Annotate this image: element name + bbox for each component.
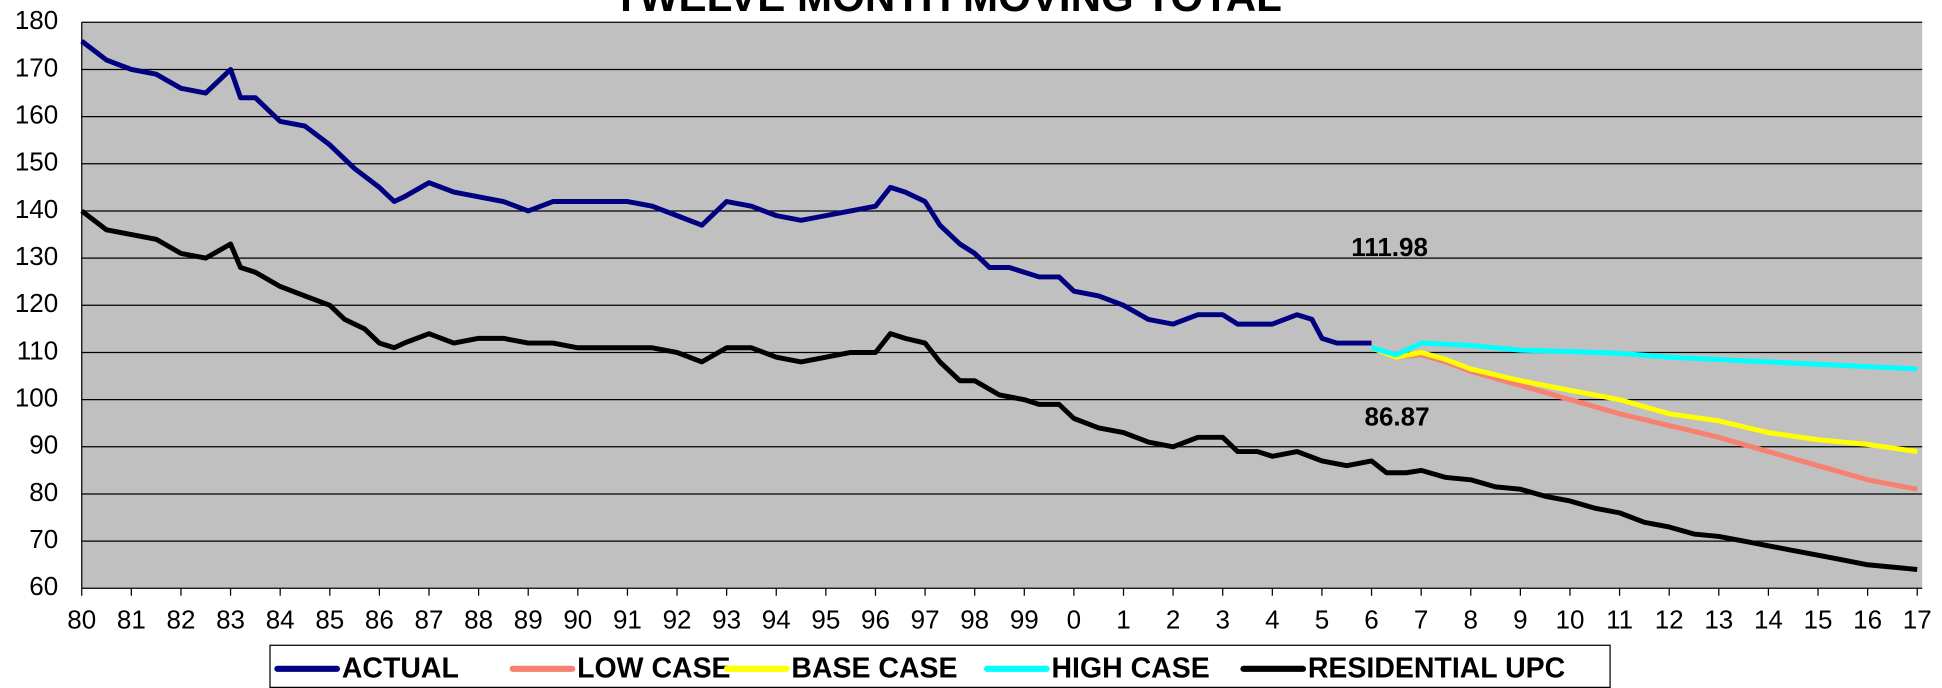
x-tick-label: 1 [1116,605,1130,635]
x-tick-label: 97 [911,605,940,635]
series-line [1370,340,1918,372]
chart-title: TWELVE MONTH MOVING TOTAL [613,0,1282,20]
y-tick-label: 60 [29,571,58,601]
y-tick-label: 160 [15,100,58,130]
x-tick-label: 4 [1265,605,1279,635]
x-tick-label: 89 [514,605,543,635]
legend-label: RESIDENTIAL UPC [1308,653,1565,685]
x-tick-label: 95 [811,605,840,635]
x-tick-label: 92 [663,605,692,635]
x-tick-label: 93 [712,605,741,635]
x-tick-label: 13 [1704,605,1733,635]
x-tick-label: 15 [1804,605,1833,635]
legend-label: BASE CASE [791,653,957,685]
legend [269,644,1611,688]
x-tick-label: 83 [216,605,245,635]
x-tick-label: 81 [117,605,146,635]
x-tick-label: 98 [960,605,989,635]
y-tick-label: 180 [15,5,58,35]
x-tick-label: 11 [1606,605,1633,635]
y-tick-label: 110 [17,335,58,365]
x-tick-label: 90 [563,605,592,635]
y-tick-label: 90 [29,430,58,460]
annotation: 111.98 [1351,232,1428,262]
x-tick-label: 3 [1215,605,1229,635]
legend-label: HIGH CASE [1052,653,1210,685]
x-tick-label: 2 [1166,605,1180,635]
y-tick-label: 70 [29,524,58,554]
x-tick-label: 14 [1754,605,1783,635]
x-tick-label: 16 [1853,605,1882,635]
x-tick-label: 6 [1364,605,1378,635]
x-tick-label: 85 [315,605,344,635]
x-tick-label: 94 [762,605,791,635]
y-tick-label: 120 [15,288,58,318]
x-tick-label: 86 [365,605,394,635]
series-line [80,39,1372,346]
series-line [1370,345,1918,455]
y-tick-label: 170 [15,52,58,82]
legend-label: ACTUAL [342,653,459,685]
x-tick-label: 84 [266,605,295,635]
annotation: 86.87 [1365,401,1430,431]
x-tick-label: 91 [613,605,642,635]
y-tick-label: 100 [15,383,58,413]
y-tick-label: 130 [15,241,58,271]
y-tick-label: 140 [15,194,58,224]
x-tick-label: 88 [464,605,493,635]
y-tick-label: 80 [29,477,58,507]
x-tick-label: 5 [1315,605,1329,635]
x-tick-label: 9 [1513,605,1527,635]
x-tick-label: 99 [1010,605,1039,635]
x-tick-label: 10 [1556,605,1585,635]
x-tick-label: 17 [1903,605,1932,635]
x-tick-label: 7 [1414,605,1428,635]
x-tick-label: 87 [415,605,444,635]
x-tick-label: 0 [1067,605,1081,635]
legend-label: LOW CASE [577,653,730,685]
y-tick-label: 150 [15,147,58,177]
x-tick-label: 80 [67,605,96,635]
x-tick-label: 12 [1655,605,1684,635]
x-tick-label: 8 [1464,605,1478,635]
series-line [80,208,1918,572]
x-tick-label: 82 [166,605,195,635]
x-tick-label: 96 [861,605,890,635]
